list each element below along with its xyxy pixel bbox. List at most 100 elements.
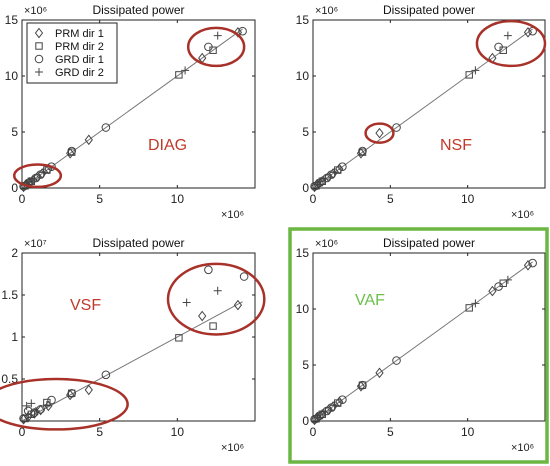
y-axis-multiplier: ×10⁶ [315, 5, 338, 17]
x-tick-label: 0 [310, 425, 317, 439]
data-point [44, 400, 53, 412]
data-point [213, 31, 222, 40]
highlight-frame [288, 227, 549, 464]
highlight-circle [0, 377, 129, 431]
plot-frame [21, 19, 256, 189]
legend-label: PRM dir 2 [55, 41, 104, 53]
y-axis-multiplier: ×10⁷ [24, 238, 47, 250]
x-tick-label: 10 [461, 425, 475, 439]
data-point [327, 170, 336, 179]
data-point [27, 399, 36, 408]
data-point [310, 414, 319, 426]
method-label: NSF [440, 137, 472, 154]
data-point [314, 411, 324, 421]
y-tick-label: 1 [11, 330, 18, 344]
data-point [84, 384, 93, 396]
reference-line [312, 28, 533, 189]
data-point [67, 146, 77, 156]
chart-title: Dissipated power [92, 3, 184, 17]
data-point [213, 286, 222, 295]
data-point [358, 146, 367, 156]
y-tick-label: 15 [296, 13, 310, 27]
series-grd-dir-2 [313, 275, 512, 422]
data-point [330, 401, 339, 410]
x-tick-label: 5 [96, 425, 103, 439]
x-tick-label: 5 [387, 425, 394, 439]
data-point [101, 123, 111, 132]
chart-panel-3: Dissipated power ×10⁷ ×10⁶ 0 5 10 0.5 1 1.5 2 VSF [0, 236, 266, 454]
reference-line [21, 301, 243, 422]
data-point [233, 27, 243, 38]
data-point [101, 370, 111, 380]
data-point [204, 42, 213, 52]
data-point [233, 299, 243, 311]
y-tick-label: 0.5 [1, 372, 18, 386]
x-axis-multiplier: ×10⁶ [511, 442, 534, 454]
data-point [239, 272, 249, 281]
highlight-circle [364, 122, 395, 144]
data-point [523, 27, 533, 38]
x-tick-label: 10 [171, 192, 185, 206]
highlight-circle [12, 163, 63, 189]
y-tick-label: 15 [296, 246, 310, 260]
reference-line [21, 28, 243, 189]
data-point [68, 389, 76, 397]
data-point [36, 404, 45, 416]
x-tick-label: 0 [310, 192, 317, 206]
data-point [471, 299, 480, 308]
data-point [494, 282, 503, 291]
legend-label: PRM dir 1 [55, 28, 104, 40]
data-point [238, 26, 247, 36]
highlight-circle [475, 19, 547, 68]
x-axis-multiplier: ×10⁶ [511, 209, 534, 221]
y-tick-label: 0 [11, 181, 18, 195]
series-grd-dir-1 [19, 265, 249, 423]
y-tick-label: 10 [296, 69, 310, 83]
chart-panel-2: Dissipated power ×10⁶ ×10⁶ 0 5 10 0 5 10 15 NSF [296, 3, 547, 221]
data-point [375, 127, 384, 139]
y-tick-label: 0 [302, 414, 309, 428]
data-point [494, 42, 503, 52]
y-tick-label: 1.5 [1, 288, 18, 302]
data-point [528, 258, 537, 268]
data-point [523, 260, 533, 271]
data-point [327, 403, 336, 412]
legend-label: GRD dir 1 [55, 54, 104, 66]
data-point [198, 310, 207, 322]
data-point [316, 410, 325, 419]
data-point [392, 356, 401, 365]
plot-frame [21, 252, 256, 422]
data-point [30, 175, 39, 184]
data-point [330, 168, 339, 177]
y-tick-label: 5 [11, 125, 18, 139]
data-point [358, 381, 367, 389]
data-point [375, 367, 384, 379]
data-point [42, 401, 51, 410]
plot-frame [312, 252, 546, 422]
data-point [36, 404, 45, 414]
data-point [25, 177, 34, 186]
x-axis-multiplier: ×10⁶ [221, 442, 244, 454]
x-tick-label: 10 [171, 425, 185, 439]
legend-marker [34, 54, 44, 64]
data-point [321, 175, 330, 184]
y-axis-multiplier: ×10⁶ [24, 5, 47, 17]
data-point [471, 66, 480, 75]
data-point [182, 298, 191, 307]
plot-frame [312, 19, 546, 189]
data-point [204, 265, 213, 275]
series-grd-dir-2 [22, 286, 222, 415]
legend-marker [35, 42, 43, 50]
data-point [47, 395, 56, 405]
data-point [19, 414, 28, 423]
method-label: DIAG [148, 137, 187, 154]
data-point [321, 408, 330, 417]
chart-panel-1: Dissipated power ×10⁶ ×10⁶ 0 5 10 0 5 10 15 DIAG [5, 3, 256, 221]
highlight-circle [186, 26, 246, 68]
y-tick-label: 2 [11, 246, 18, 260]
chart-title: Dissipated power [383, 236, 475, 250]
data-point [503, 31, 512, 40]
series-grd-dir-1 [310, 26, 537, 191]
chart-panel-4: Dissipated power ×10⁶ ×10⁶ 0 5 10 0 5 10 15 VAF [296, 236, 546, 454]
